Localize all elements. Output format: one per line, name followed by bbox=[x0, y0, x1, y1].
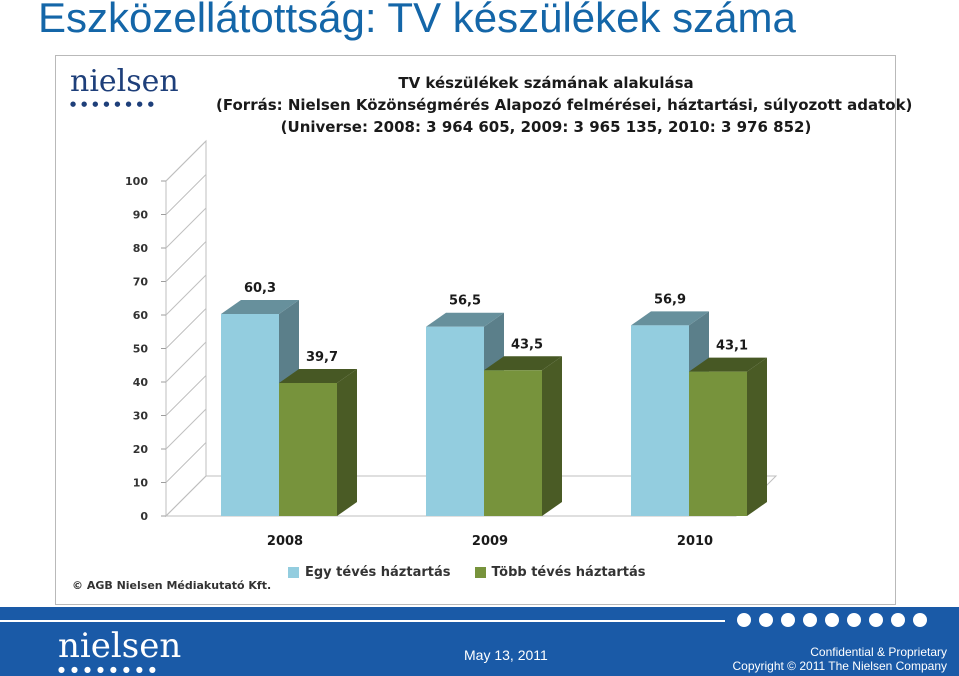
y-tick-label: 10 bbox=[133, 477, 149, 490]
footer-dots bbox=[737, 613, 927, 627]
bar bbox=[484, 370, 542, 516]
legend-item-series-1: Egy tévés háztartás bbox=[288, 565, 451, 580]
y-tick-label: 70 bbox=[133, 276, 149, 289]
y-gridline bbox=[165, 341, 207, 383]
nielsen-logo-text: nielsen bbox=[70, 64, 179, 99]
bar-side bbox=[337, 369, 357, 516]
bar-top bbox=[279, 369, 357, 384]
data-label: 39,7 bbox=[306, 350, 338, 365]
nielsen-logo: nielsen ●●●●●●●● bbox=[70, 67, 180, 109]
y-gridline bbox=[165, 274, 207, 316]
chart-copyright: © AGB Nielsen Médiakutató Kft. bbox=[72, 579, 272, 592]
bar bbox=[631, 325, 689, 516]
data-label: 43,5 bbox=[511, 337, 543, 352]
bar-top bbox=[426, 312, 504, 327]
data-label: 43,1 bbox=[716, 339, 748, 354]
y-gridline bbox=[165, 308, 207, 349]
footer-divider-line bbox=[0, 620, 725, 622]
x-tick-label: 2009 bbox=[472, 534, 508, 549]
y-tick-label: 20 bbox=[133, 443, 149, 456]
bar-chart: 0 10 20 30 40 50 60 70 80 90 100 60,3 39,7 2008 56,5 43… bbox=[125, 139, 778, 549]
footer-logo-text: nielsen bbox=[58, 626, 182, 666]
y-tick-label: 40 bbox=[133, 376, 149, 389]
y-tick-label: 50 bbox=[133, 343, 149, 356]
x-tick-label: 2010 bbox=[677, 534, 713, 549]
chart-subtitle-1: (Forrás: Nielsen Közönségmérés Alapozó f… bbox=[216, 96, 913, 114]
bar-top bbox=[689, 357, 767, 372]
bar-top bbox=[221, 299, 299, 314]
y-tick-label: 90 bbox=[133, 209, 149, 222]
y-tick-label: 80 bbox=[133, 242, 149, 255]
data-label: 56,5 bbox=[449, 294, 481, 309]
y-gridline bbox=[165, 442, 207, 483]
data-label: 56,9 bbox=[654, 292, 686, 307]
chart-legend: Egy tévés háztartás Több tévés háztartás bbox=[288, 565, 646, 580]
bar bbox=[689, 371, 747, 516]
logo-dots: ●●●●●●●● bbox=[70, 100, 159, 108]
y-tick-label: 100 bbox=[125, 175, 148, 188]
legend-swatch-series-1 bbox=[288, 567, 299, 578]
bar-side bbox=[747, 357, 767, 516]
bar bbox=[221, 313, 279, 516]
legend-label-series-1: Egy tévés háztartás bbox=[305, 565, 451, 580]
chart-subtitle-2: (Universe: 2008: 3 964 605, 2009: 3 965 … bbox=[280, 118, 812, 136]
bar-side bbox=[542, 356, 562, 516]
chart-title-block: TV készülékek számának alakulása (Forrás… bbox=[216, 72, 913, 138]
bar-top bbox=[631, 311, 709, 326]
y-gridline bbox=[165, 174, 207, 215]
footer-bar: nielsen ●●●●●●●● May 13, 2011 Confidenti… bbox=[0, 607, 959, 676]
legend-swatch-series-2 bbox=[474, 567, 486, 578]
chart-title: TV készülékek számának alakulása bbox=[398, 74, 694, 92]
slide-title: Eszközellátottság: TV készülékek száma bbox=[38, 0, 796, 41]
y-gridline bbox=[165, 408, 207, 450]
legend-label-series-2: Több tévés háztartás bbox=[491, 565, 646, 580]
bar bbox=[279, 383, 337, 516]
y-gridline bbox=[165, 140, 207, 182]
bar-top bbox=[484, 356, 562, 371]
y-gridline bbox=[165, 241, 207, 282]
bar bbox=[426, 326, 484, 516]
footer-logo-dots: ●●●●●●●● bbox=[58, 665, 162, 674]
y-tick-label: 30 bbox=[133, 410, 149, 423]
y-gridline bbox=[165, 475, 207, 517]
footer-confidential-label: Confidential & Proprietary bbox=[810, 645, 947, 659]
data-label: 60,3 bbox=[244, 281, 276, 296]
chart-frame: nielsen ●●●●●●●● TV készülékek számának … bbox=[55, 55, 913, 605]
footer-nielsen-logo: nielsen ●●●●●●●● bbox=[58, 629, 181, 675]
y-tick-label: 60 bbox=[133, 309, 149, 322]
footer-copyright: Copyright © 2011 The Nielsen Company bbox=[732, 659, 947, 673]
y-gridline bbox=[165, 207, 207, 249]
footer-confidential: Confidential & Proprietary Copyright © 2… bbox=[732, 645, 947, 673]
footer-date: May 13, 2011 bbox=[464, 647, 548, 663]
x-tick-label: 2008 bbox=[267, 534, 303, 549]
y-gridline bbox=[165, 375, 207, 416]
y-tick-label: 0 bbox=[140, 510, 148, 523]
legend-item-series-2: Több tévés háztartás bbox=[474, 565, 646, 580]
